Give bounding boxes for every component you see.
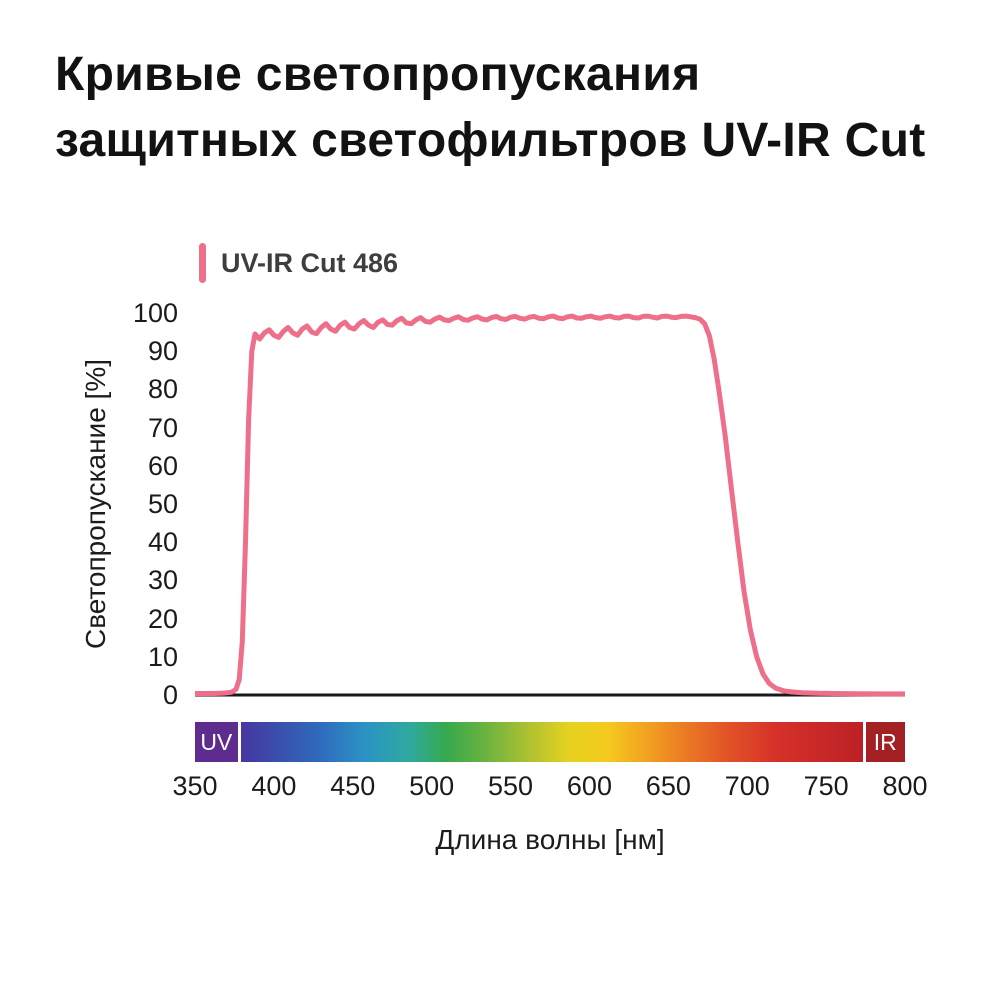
curve-uv-ir-cut-486 <box>195 313 905 697</box>
y-tick-100: 100 <box>132 298 178 328</box>
x-tick-650: 650 <box>645 771 691 801</box>
legend: UV-IR Cut 486 <box>199 242 398 284</box>
x-tick-800: 800 <box>882 771 928 801</box>
ir-band: IR <box>865 722 905 762</box>
legend-swatch <box>199 243 206 283</box>
y-tick-20: 20 <box>147 603 178 634</box>
y-tick-90: 90 <box>147 336 178 367</box>
chart-title: Кривые светопропускания защитных светофил… <box>55 42 925 174</box>
y-tick-50: 50 <box>147 489 178 519</box>
x-tick-700: 700 <box>724 771 770 801</box>
x-tick-600: 600 <box>566 771 612 801</box>
x-tick-350: 350 <box>172 771 218 801</box>
x-tick-500: 500 <box>409 771 455 801</box>
ir-band-label: IR <box>873 728 897 755</box>
y-tick-10: 10 <box>147 641 178 672</box>
transmission-curve-plot <box>195 313 905 697</box>
uv-band-label: UV <box>200 728 233 755</box>
y-tick-70: 70 <box>147 412 178 443</box>
uv-band: UV <box>195 722 238 762</box>
x-axis-title: Длина волны [нм] <box>435 824 665 855</box>
y-tick-0: 0 <box>162 680 178 710</box>
x-tick-550: 550 <box>488 771 534 801</box>
y-tick-60: 60 <box>147 450 178 481</box>
legend-label: UV-IR Cut 486 <box>221 247 399 278</box>
spectrum-bar: UV IR <box>195 722 905 762</box>
y-tick-80: 80 <box>147 374 178 405</box>
y-tick-40: 40 <box>147 527 178 558</box>
chart-title-line2: защитных светофильтров UV-IR Cut <box>55 114 926 167</box>
visible-spectrum-gradient <box>240 722 863 762</box>
x-tick-450: 450 <box>330 771 376 801</box>
x-tick-750: 750 <box>803 771 849 801</box>
x-tick-400: 400 <box>251 771 297 801</box>
y-tick-30: 30 <box>147 565 178 596</box>
chart-title-line1: Кривые светопропускания <box>55 48 701 101</box>
